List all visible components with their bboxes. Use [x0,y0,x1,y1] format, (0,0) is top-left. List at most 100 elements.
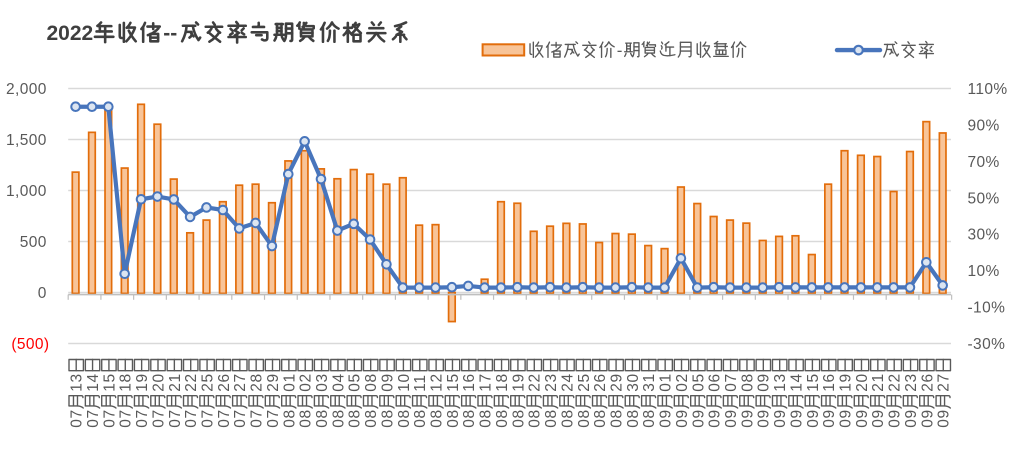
svg-text:50%: 50% [968,190,1000,207]
svg-text:22: 22 [183,373,200,392]
svg-text:08: 08 [608,409,625,428]
svg-text:08: 08 [625,409,642,428]
svg-text:70%: 70% [968,154,1000,171]
svg-text:25: 25 [199,373,216,392]
svg-text:28: 28 [249,373,266,392]
svg-text:30: 30 [625,373,642,392]
svg-text:15: 15 [445,373,462,392]
svg-text:09: 09 [658,409,675,428]
svg-text:26: 26 [919,373,936,392]
svg-text:09: 09 [723,409,740,428]
svg-text:09: 09 [821,409,838,428]
svg-text:09: 09 [772,409,789,428]
svg-text:09: 09 [887,409,904,428]
svg-text:2,000: 2,000 [6,81,47,98]
svg-text:09: 09 [739,409,756,428]
svg-text:1,000: 1,000 [6,183,47,200]
svg-text:-10%: -10% [968,300,1006,317]
svg-text:08: 08 [298,409,315,428]
svg-text:07: 07 [118,409,135,428]
svg-text:07: 07 [199,409,216,428]
svg-text:18: 18 [118,373,135,392]
svg-text:26: 26 [592,373,609,392]
svg-text:11: 11 [412,374,429,391]
svg-text:07: 07 [249,409,266,428]
svg-text:08: 08 [641,409,658,428]
svg-text:09: 09 [903,409,920,428]
svg-text:14: 14 [85,373,102,392]
svg-text:-: - [617,41,623,60]
svg-text:08: 08 [445,409,462,428]
svg-text:07: 07 [167,409,184,428]
svg-text:10%: 10% [968,263,1000,280]
svg-text:07: 07 [183,409,200,428]
svg-text:27: 27 [936,373,953,392]
svg-text:2022: 2022 [47,22,94,45]
svg-text:27: 27 [232,373,249,392]
svg-text:29: 29 [265,373,282,392]
svg-text:23: 23 [903,373,920,392]
svg-text:09: 09 [838,409,855,428]
svg-text:12: 12 [429,373,446,392]
svg-text:500: 500 [20,234,47,251]
svg-text:23: 23 [543,373,560,392]
svg-text:08: 08 [592,409,609,428]
svg-text:30%: 30% [968,227,1000,244]
svg-text:08: 08 [379,409,396,428]
svg-text:90%: 90% [968,117,1000,134]
svg-text:07: 07 [101,409,118,428]
svg-text:13: 13 [69,373,86,392]
svg-text:08: 08 [543,409,560,428]
svg-text:09: 09 [854,409,871,428]
svg-text:05: 05 [347,373,364,392]
svg-text:07: 07 [265,409,282,428]
svg-text:29: 29 [608,373,625,392]
svg-text:09: 09 [690,409,707,428]
svg-text:25: 25 [576,373,593,392]
svg-text:08: 08 [527,409,544,428]
svg-text:08: 08 [494,409,511,428]
svg-text:21: 21 [870,373,887,392]
svg-text:09: 09 [870,409,887,428]
svg-text:1,500: 1,500 [6,132,47,149]
svg-text:08: 08 [412,409,429,428]
svg-text:08: 08 [396,409,413,428]
svg-text:15: 15 [805,373,822,392]
svg-text:01: 01 [658,373,675,392]
svg-text:08: 08 [510,409,527,428]
svg-text:07: 07 [723,373,740,392]
svg-text:14: 14 [788,373,805,392]
svg-text:07: 07 [69,409,86,428]
svg-text:07: 07 [150,409,167,428]
svg-text:09: 09 [936,409,953,428]
svg-text:02: 02 [298,373,315,392]
svg-text:17: 17 [478,373,495,392]
svg-text:19: 19 [510,373,527,392]
svg-text:08: 08 [559,409,576,428]
svg-text:26: 26 [216,373,233,392]
svg-text:18: 18 [494,373,511,392]
svg-text:09: 09 [805,409,822,428]
svg-text:08: 08 [347,409,364,428]
svg-text:05: 05 [690,373,707,392]
svg-text:13: 13 [772,373,789,392]
svg-text:06: 06 [707,373,724,392]
svg-text:02: 02 [674,373,691,392]
svg-text:-30%: -30% [968,336,1006,353]
svg-text:31: 31 [641,373,658,392]
svg-text:08: 08 [478,409,495,428]
svg-text:09: 09 [756,409,773,428]
svg-text:--: -- [163,22,177,45]
svg-text:21: 21 [167,373,184,392]
svg-text:24: 24 [559,373,576,392]
svg-text:08: 08 [314,409,331,428]
svg-text:07: 07 [134,409,151,428]
svg-text:01: 01 [281,373,298,392]
svg-text:19: 19 [838,373,855,392]
svg-text:08: 08 [461,409,478,428]
svg-text:04: 04 [330,373,347,392]
svg-text:09: 09 [379,373,396,392]
svg-text:03: 03 [314,373,331,392]
svg-text:0: 0 [38,285,47,302]
svg-text:19: 19 [134,373,151,392]
